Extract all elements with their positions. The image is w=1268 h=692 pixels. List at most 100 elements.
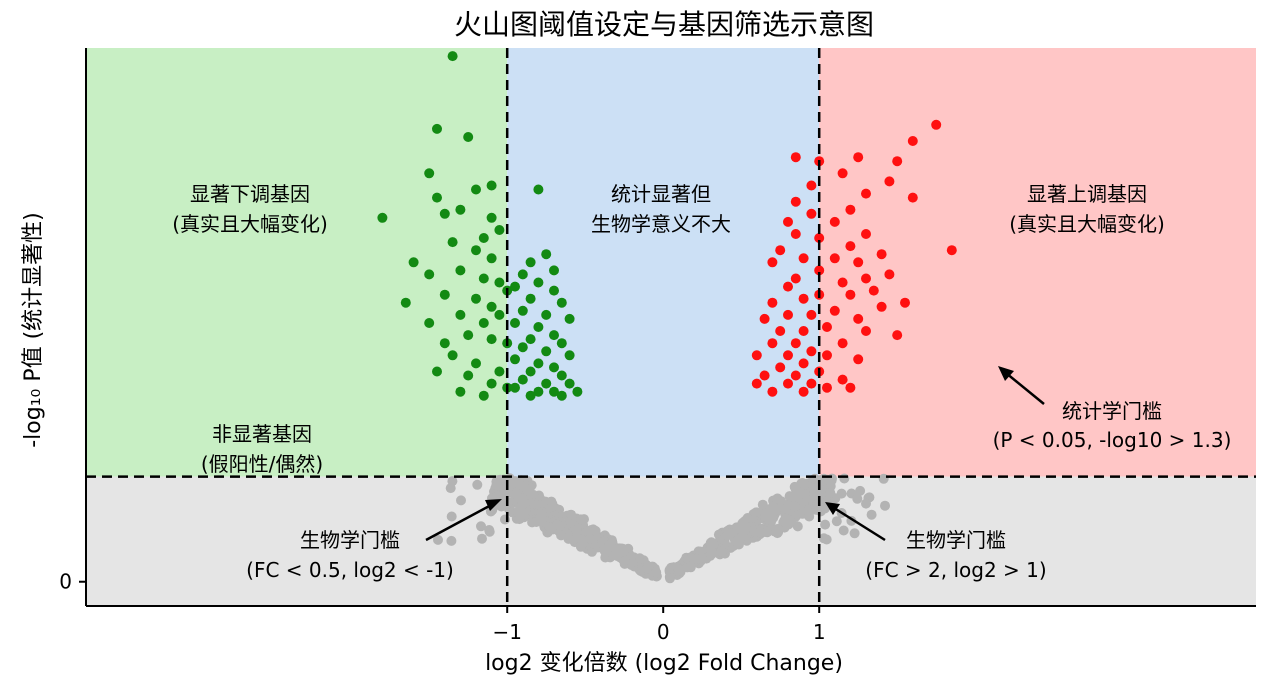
nonsig-point: [446, 511, 457, 522]
up-point: [822, 350, 832, 361]
nonsig-point: [456, 495, 466, 506]
down-point: [455, 386, 466, 397]
nonsig-point: [618, 546, 629, 557]
down-point: [455, 204, 466, 215]
nonsig-point: [500, 514, 510, 525]
nonsig-point: [433, 534, 443, 545]
nonsig-point: [799, 479, 810, 490]
down-point: [478, 390, 489, 401]
down-point: [463, 330, 474, 341]
nonsig-point: [861, 498, 871, 509]
nonsig-point: [799, 489, 810, 500]
nonsig-point: [762, 526, 773, 537]
up-point: [837, 374, 848, 385]
nonsig-point: [603, 541, 614, 552]
nonsig-point: [757, 499, 768, 510]
middle-point: [572, 386, 583, 397]
down-point: [494, 309, 505, 320]
nonsig-point: [476, 521, 486, 532]
up-point: [806, 346, 817, 357]
up-point: [853, 354, 864, 365]
down-point: [400, 297, 411, 308]
middle-point: [549, 265, 559, 276]
middle-point: [564, 350, 575, 361]
down-point: [424, 318, 435, 328]
up-point: [822, 322, 832, 332]
arrow-fc-low: [425, 499, 502, 542]
down-point: [471, 358, 481, 369]
middle-point: [549, 386, 559, 397]
up-point: [783, 216, 793, 227]
middle-point: [549, 330, 559, 341]
middle-point: [533, 184, 544, 195]
svg-text:(FC > 2, log2 > 1): (FC > 2, log2 > 1): [865, 558, 1046, 582]
middle-point: [549, 285, 559, 296]
down-point: [455, 265, 466, 276]
region-middle-bg: [507, 48, 820, 477]
nonsig-point: [838, 525, 849, 536]
up-point: [775, 245, 786, 256]
up-point: [751, 350, 762, 361]
up-point: [790, 273, 801, 284]
up-point: [907, 136, 918, 146]
middle-point: [510, 354, 520, 365]
nonsig-point: [827, 473, 837, 484]
down-point: [439, 208, 450, 219]
down-point: [447, 350, 458, 361]
nonsig-point: [665, 573, 675, 584]
arrow-p-threshold: [998, 366, 1045, 405]
down-point: [471, 184, 481, 195]
up-point: [783, 378, 793, 389]
up-point: [892, 330, 903, 341]
y-axis-label: -log₁₀ P值 (统计显著性): [21, 212, 46, 448]
down-point: [478, 318, 489, 328]
annotation-arrows: [425, 366, 1045, 542]
down-point: [463, 132, 474, 142]
down-point: [377, 212, 388, 223]
region-label-up: 显著上调基因 (真实且大幅变化): [1009, 182, 1165, 236]
arrow-fc-high: [825, 502, 886, 542]
nonsig-point: [740, 524, 750, 534]
nonsig-point: [575, 541, 586, 552]
nonsig-point: [849, 528, 860, 539]
middle-point: [541, 249, 552, 260]
svg-text:(真实且大幅变化): (真实且大幅变化): [1009, 212, 1165, 236]
up-point: [861, 188, 871, 199]
region-nonsig-bg: [86, 476, 1256, 606]
nonsig-point: [556, 530, 567, 541]
region-up-bg: [819, 48, 1256, 477]
up-point: [783, 350, 793, 361]
up-point: [853, 257, 864, 268]
nonsig-point: [880, 500, 890, 511]
nonsig-point: [697, 552, 708, 563]
nonsig-point: [725, 528, 736, 539]
down-point: [494, 225, 505, 235]
up-point: [798, 253, 809, 264]
up-point: [759, 370, 770, 381]
nonsig-point: [477, 533, 487, 544]
up-point: [775, 362, 786, 373]
y-tick-label: 0: [59, 570, 72, 594]
svg-text:生物学意义不大: 生物学意义不大: [591, 212, 731, 236]
down-point: [439, 289, 450, 300]
down-point: [486, 378, 497, 389]
nonsig-point: [770, 505, 781, 516]
nonsig-point: [566, 509, 577, 520]
svg-text:显著下调基因: 显著下调基因: [190, 182, 310, 206]
up-point: [783, 281, 793, 292]
up-point: [931, 119, 942, 130]
region-backgrounds: [86, 48, 1256, 606]
up-point: [790, 338, 801, 349]
nonsig-point: [673, 564, 684, 575]
nonsig-point: [831, 516, 842, 527]
nonsig-point: [446, 535, 457, 546]
middle-point: [517, 374, 528, 385]
annotation-fc-low: 生物学门槛 (FC < 0.5, log2 < -1): [246, 528, 454, 582]
up-point: [900, 297, 910, 308]
up-point: [892, 156, 903, 167]
middle-point: [556, 370, 567, 381]
nonsig-point: [866, 509, 877, 520]
svg-text:(FC < 0.5, log2 < -1): (FC < 0.5, log2 < -1): [246, 558, 454, 582]
middle-point: [510, 382, 520, 393]
